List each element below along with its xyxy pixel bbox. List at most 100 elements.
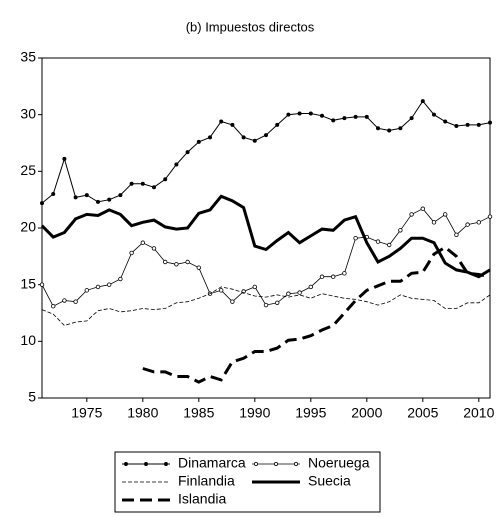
point-marker bbox=[297, 290, 302, 295]
legend-label: Noeruega bbox=[308, 455, 370, 471]
point-marker bbox=[140, 181, 145, 186]
point-marker bbox=[252, 138, 257, 143]
chart-title: (b) Impuestos directos bbox=[186, 19, 315, 34]
point-marker bbox=[196, 139, 201, 144]
x-tick-label: 1980 bbox=[127, 405, 158, 421]
legend-marker bbox=[273, 461, 278, 466]
point-marker bbox=[106, 282, 112, 287]
point-marker bbox=[151, 246, 157, 251]
point-marker bbox=[387, 242, 392, 248]
legend-label: Finlandia bbox=[178, 473, 235, 489]
point-marker bbox=[331, 274, 336, 279]
y-tick-label: 25 bbox=[20, 162, 36, 178]
plot-frame bbox=[41, 57, 491, 399]
point-marker bbox=[375, 126, 380, 131]
point-marker bbox=[398, 228, 403, 233]
point-marker bbox=[319, 274, 325, 279]
point-marker bbox=[207, 135, 212, 140]
legend-label: Islandia bbox=[178, 491, 226, 507]
point-marker bbox=[443, 119, 448, 124]
point-marker bbox=[219, 119, 224, 124]
point-marker bbox=[308, 111, 313, 116]
point-marker bbox=[39, 282, 45, 287]
point-marker bbox=[73, 195, 78, 200]
point-marker bbox=[185, 259, 190, 265]
point-marker bbox=[252, 284, 257, 290]
x-tick-label: 2005 bbox=[407, 405, 438, 421]
point-marker bbox=[342, 271, 347, 276]
point-marker bbox=[443, 212, 448, 217]
x-tick-label: 1990 bbox=[239, 405, 270, 421]
point-marker bbox=[420, 99, 425, 104]
x-tick-label: 1975 bbox=[71, 405, 102, 421]
point-marker bbox=[331, 118, 336, 123]
point-marker bbox=[319, 113, 324, 118]
x-tick-label: 1995 bbox=[295, 405, 326, 421]
series-line bbox=[41, 100, 491, 204]
legend-marker bbox=[143, 461, 148, 466]
point-marker bbox=[487, 214, 493, 219]
point-marker bbox=[398, 126, 403, 131]
point-marker bbox=[84, 288, 89, 293]
point-marker bbox=[107, 197, 112, 202]
point-marker bbox=[465, 222, 470, 227]
point-marker bbox=[286, 291, 291, 296]
point-marker bbox=[431, 112, 436, 117]
point-marker bbox=[454, 124, 459, 129]
point-marker bbox=[218, 288, 224, 293]
legend-marker bbox=[163, 461, 168, 466]
point-marker bbox=[387, 128, 392, 133]
point-marker bbox=[51, 191, 56, 196]
point-marker bbox=[476, 220, 481, 225]
legend-label: Dinamarca bbox=[178, 455, 246, 471]
point-marker bbox=[465, 122, 470, 127]
point-marker bbox=[487, 120, 492, 125]
point-marker bbox=[129, 250, 134, 256]
point-marker bbox=[409, 116, 414, 121]
point-marker bbox=[230, 122, 235, 127]
y-tick-label: 20 bbox=[20, 219, 36, 235]
point-marker bbox=[476, 122, 481, 127]
point-marker bbox=[129, 181, 134, 186]
y-tick-label: 10 bbox=[20, 332, 36, 348]
point-marker bbox=[73, 299, 78, 304]
point-marker bbox=[275, 122, 280, 127]
x-tick-label: 2000 bbox=[351, 405, 382, 421]
point-marker bbox=[431, 220, 437, 225]
point-marker bbox=[308, 284, 313, 290]
point-marker bbox=[275, 300, 280, 305]
point-marker bbox=[162, 259, 168, 265]
point-marker bbox=[84, 193, 89, 198]
point-marker bbox=[241, 135, 246, 140]
point-marker bbox=[174, 162, 179, 167]
point-marker bbox=[375, 239, 381, 244]
point-marker bbox=[51, 304, 56, 309]
point-marker bbox=[96, 199, 101, 204]
point-marker bbox=[297, 111, 302, 116]
point-marker bbox=[230, 299, 235, 304]
point-marker bbox=[185, 150, 190, 155]
point-marker bbox=[353, 114, 358, 119]
point-marker bbox=[263, 302, 269, 308]
legend-marker bbox=[293, 461, 298, 466]
point-marker bbox=[40, 201, 45, 206]
series-line bbox=[41, 286, 491, 326]
point-marker bbox=[118, 276, 123, 282]
point-marker bbox=[409, 212, 414, 217]
point-marker bbox=[263, 133, 268, 138]
point-marker bbox=[95, 284, 101, 290]
point-marker bbox=[196, 265, 201, 270]
point-marker bbox=[342, 116, 347, 121]
legend-marker bbox=[124, 461, 129, 466]
point-marker bbox=[353, 235, 358, 241]
point-marker bbox=[140, 240, 145, 245]
series-line bbox=[41, 208, 491, 307]
point-marker bbox=[151, 185, 156, 190]
x-tick-label: 1985 bbox=[183, 405, 214, 421]
point-marker bbox=[118, 193, 123, 198]
point-marker bbox=[286, 112, 291, 117]
series-line bbox=[40, 194, 491, 279]
y-tick-label: 30 bbox=[20, 105, 36, 121]
point-marker bbox=[62, 156, 67, 161]
